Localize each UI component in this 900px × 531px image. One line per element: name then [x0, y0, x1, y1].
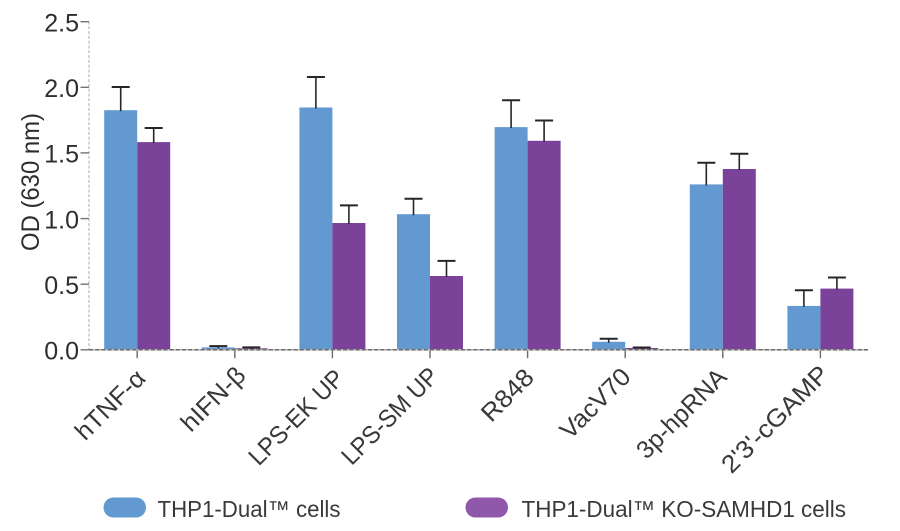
- svg-text:0.0: 0.0: [44, 338, 79, 366]
- svg-text:THP1-Dual™ KO-SAMHD1 cells: THP1-Dual™ KO-SAMHD1 cells: [522, 496, 847, 522]
- svg-text:0.5: 0.5: [44, 272, 79, 300]
- svg-text:THP1-Dual™ cells: THP1-Dual™ cells: [158, 496, 341, 522]
- svg-text:1.5: 1.5: [44, 141, 79, 169]
- svg-text:2.5: 2.5: [44, 10, 79, 38]
- svg-text:OD (630 nm): OD (630 nm): [17, 113, 45, 251]
- svg-text:1.0: 1.0: [44, 206, 79, 234]
- svg-text:2.0: 2.0: [44, 75, 79, 103]
